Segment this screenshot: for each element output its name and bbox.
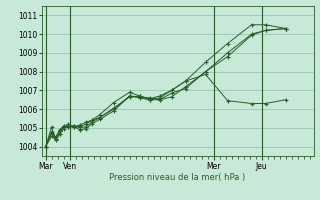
X-axis label: Pression niveau de la mer( hPa ): Pression niveau de la mer( hPa ) <box>109 173 246 182</box>
